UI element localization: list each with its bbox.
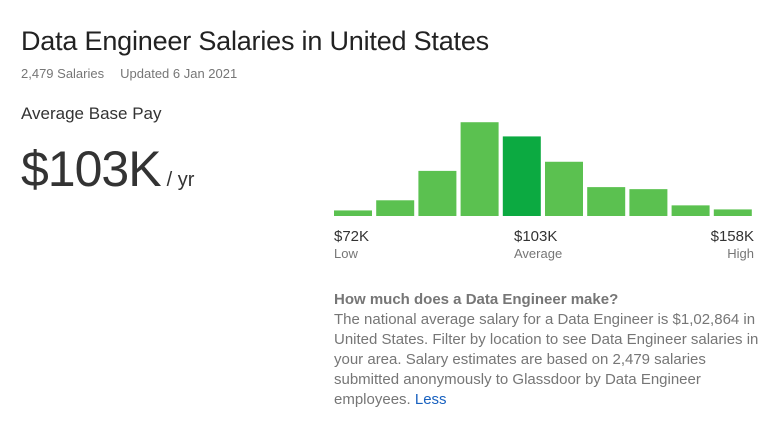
salary-count: 2,479 Salaries [21, 66, 105, 81]
histogram-bar [629, 189, 668, 216]
description-heading: How much does a Data Engineer make? [334, 291, 619, 308]
average-label: Average [514, 246, 563, 261]
histogram-bar [671, 205, 710, 216]
average-value: $103K [514, 228, 558, 245]
histogram-bar [418, 170, 457, 216]
histogram-bar [713, 209, 752, 216]
meta: 2,479 Salaries Updated 6 Jan 2021 [21, 66, 237, 81]
high-value: $158K [710, 228, 754, 245]
low-label: Low [334, 246, 358, 261]
page-title: Data Engineer Salaries in United States [21, 26, 489, 56]
less-link[interactable]: Less [414, 391, 447, 408]
description: How much does a Data Engineer make? The n… [334, 290, 764, 410]
histogram-bar [545, 161, 583, 216]
histogram-bar [334, 210, 372, 216]
salary-histogram [334, 122, 752, 216]
high-label: High [727, 246, 754, 261]
avg-pay-label: Average Base Pay [21, 104, 162, 123]
histogram-bar [502, 136, 541, 216]
avg-pay-value: $103K [21, 141, 162, 197]
avg-pay: $103K / yr [21, 140, 194, 198]
histogram-bar [587, 187, 626, 216]
histogram-bar [460, 122, 499, 216]
avg-pay-unit: / yr [166, 169, 195, 191]
updated-date: Updated 6 Jan 2021 [120, 66, 238, 81]
histogram-bar [376, 200, 415, 216]
low-value: $72K [334, 228, 370, 245]
description-body: The national average salary for a Data E… [334, 311, 759, 408]
